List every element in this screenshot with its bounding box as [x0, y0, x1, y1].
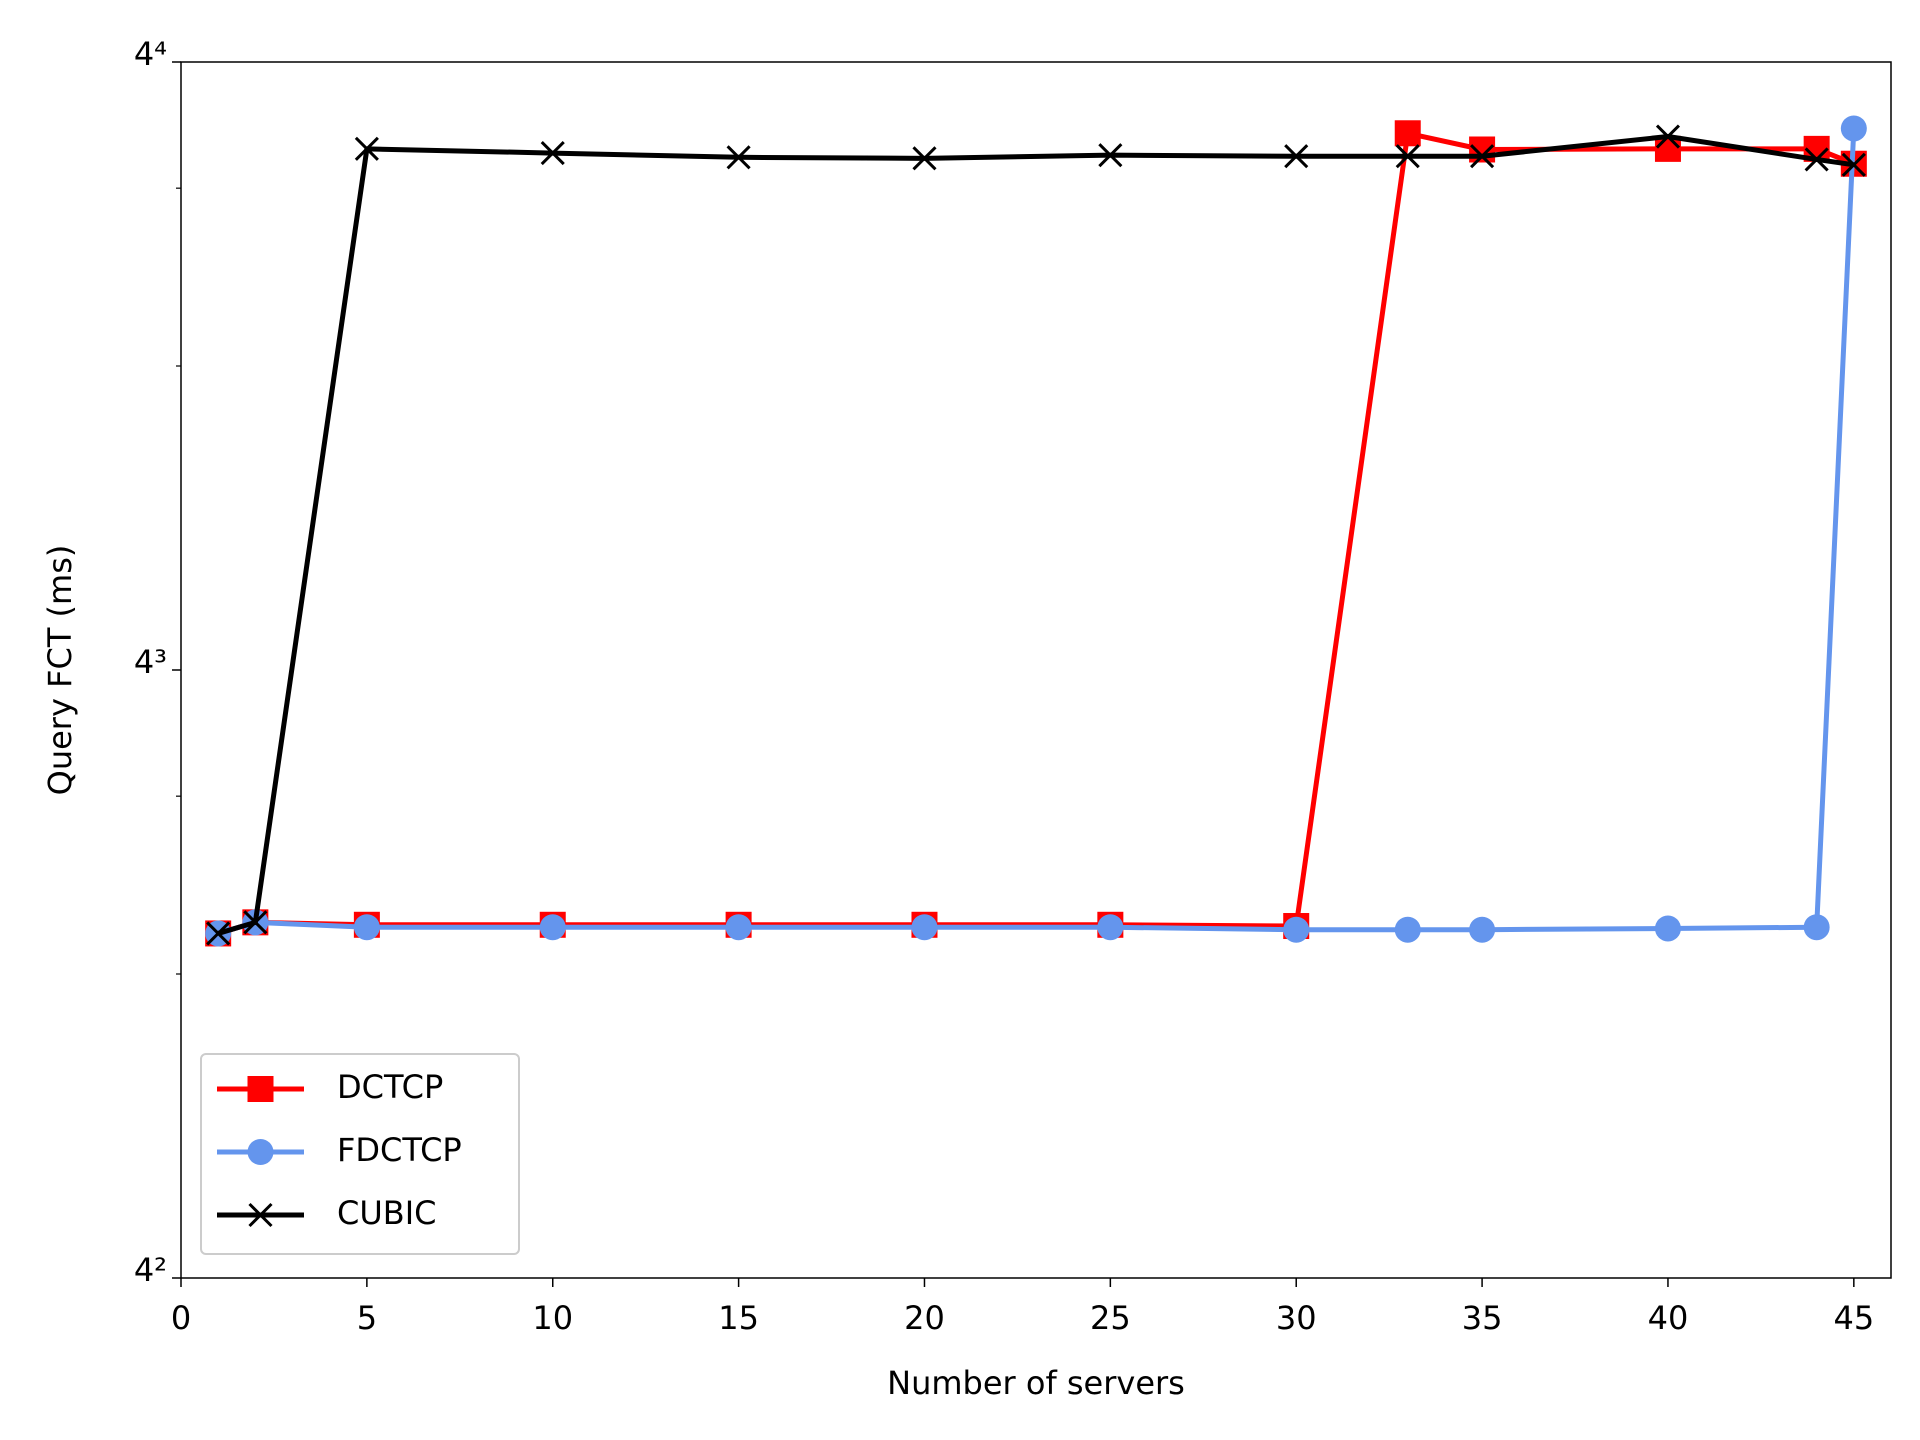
x-tick-label: 40	[1648, 1299, 1689, 1337]
marker	[1284, 144, 1309, 169]
legend-label: CUBIC	[337, 1194, 437, 1232]
marker	[206, 921, 231, 946]
marker	[1804, 147, 1829, 172]
marker	[1098, 143, 1123, 168]
x-tick-label: 25	[1090, 1299, 1131, 1337]
x-tick-label: 45	[1833, 1299, 1874, 1337]
marker	[911, 914, 938, 941]
series-line	[217, 128, 1857, 936]
marker	[1840, 115, 1867, 142]
legend-box	[200, 1053, 520, 1255]
x-tick-label: 10	[532, 1299, 573, 1337]
legend-marker	[247, 1139, 274, 1165]
x-tick-label: 0	[171, 1299, 191, 1337]
series-line	[217, 130, 1855, 936]
x-axis-label: Number of servers	[887, 1364, 1185, 1402]
marker	[540, 141, 565, 166]
legend-label: DCTCP	[337, 1068, 443, 1106]
marker	[1395, 144, 1420, 169]
y-tick-label: 4²	[134, 1251, 167, 1289]
marker	[539, 914, 566, 941]
marker	[354, 136, 379, 161]
marker	[1394, 120, 1421, 147]
marker	[1097, 914, 1124, 941]
x-tick-label: 30	[1276, 1299, 1317, 1337]
marker	[726, 145, 751, 170]
x-tick-label: 5	[357, 1299, 377, 1337]
marker	[243, 910, 268, 935]
marker	[1803, 914, 1830, 941]
marker	[1654, 915, 1681, 942]
marker	[1394, 916, 1421, 943]
y-axis-label: Query FCT (ms)	[41, 545, 79, 796]
marker	[1469, 916, 1496, 943]
y-tick-label: 4⁴	[134, 35, 167, 73]
marker	[1841, 152, 1866, 177]
x-tick-label: 20	[904, 1299, 945, 1337]
legend-marker	[248, 1202, 273, 1228]
marker	[725, 914, 752, 941]
marker	[912, 146, 937, 171]
x-tick-label: 15	[718, 1299, 759, 1337]
marker	[1655, 124, 1681, 149]
plot-frame	[180, 61, 1892, 1279]
marker	[1283, 916, 1310, 943]
legend-label: FDCTCP	[337, 1131, 462, 1169]
series-line	[217, 134, 1855, 936]
marker	[1470, 144, 1495, 169]
x-tick-label: 35	[1462, 1299, 1503, 1337]
marker	[353, 914, 380, 941]
legend-marker	[247, 1076, 274, 1102]
y-tick-label: 4³	[134, 643, 167, 681]
